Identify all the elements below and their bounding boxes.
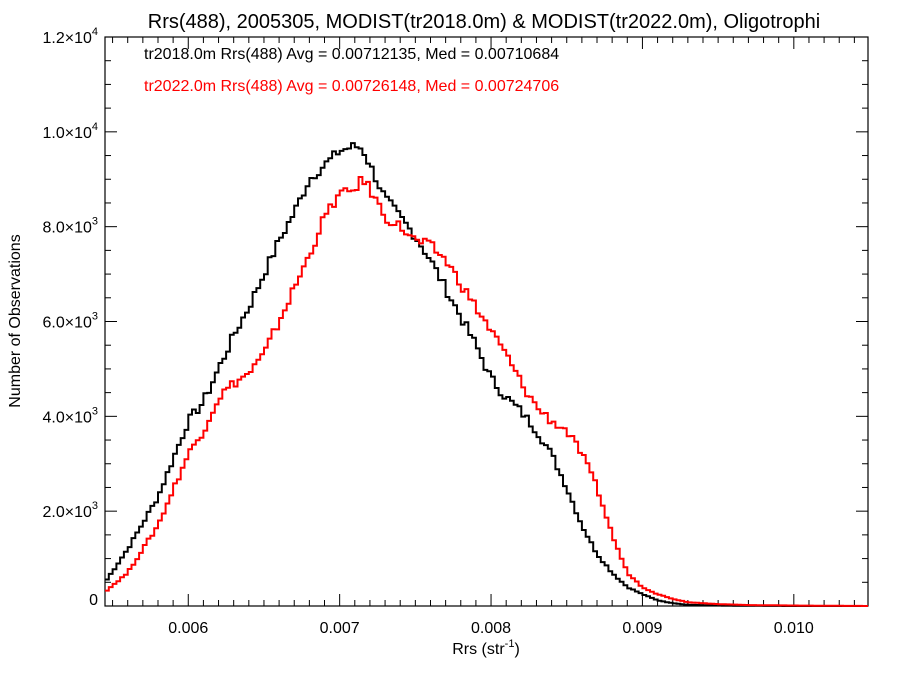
y-tick-label-exponent: 3 — [92, 311, 98, 323]
x-axis-label-suffix: ) — [514, 641, 519, 658]
x-tick-label: 0.009 — [622, 620, 662, 637]
y-tick-label-mantissa: 6.0×10 — [42, 315, 91, 332]
axis-ticks — [105, 36, 868, 607]
y-tick-label-mantissa: 1.0×10 — [42, 125, 91, 142]
y-axis-label: Number of Observations — [7, 234, 24, 407]
y-tick-label: 6.0×103 — [42, 311, 98, 332]
y-tick-label: 8.0×103 — [42, 216, 98, 237]
y-tick-label-mantissa: 1.2×10 — [42, 30, 91, 47]
y-tick-label: 1.2×104 — [42, 26, 98, 47]
y-tick-label-exponent: 4 — [92, 26, 98, 38]
y-tick-label: 4.0×103 — [42, 405, 98, 426]
chart-title: Rrs(488), 2005305, MODIST(tr2018.0m) & M… — [148, 11, 820, 33]
y-tick-label: 0 — [89, 592, 98, 609]
x-axis-label-exponent: -1 — [505, 638, 515, 650]
y-tick-label-exponent: 3 — [92, 500, 98, 512]
y-tick-label-exponent: 4 — [92, 121, 98, 133]
y-tick-label-mantissa: 2.0×10 — [42, 504, 91, 521]
y-tick-label-exponent: 3 — [92, 405, 98, 417]
y-tick-label: 1.0×104 — [42, 121, 98, 142]
x-tick-label: 0.010 — [774, 620, 814, 637]
x-axis-label: Rrs (str-1) — [452, 638, 520, 658]
y-tick-label-mantissa: 0 — [89, 592, 98, 609]
x-tick-labels: 0.006 0.007 0.008 0.009 0.010 — [168, 620, 814, 637]
x-tick-label: 0.007 — [320, 620, 360, 637]
legend-entry-1: tr2018.0m Rrs(488) Avg = 0.00712135, Med… — [144, 46, 559, 63]
series-line-2 — [105, 176, 868, 607]
series-lines — [105, 142, 868, 607]
legend-entry-2: tr2022.0m Rrs(488) Avg = 0.00726148, Med… — [144, 78, 559, 95]
y-tick-label-mantissa: 4.0×10 — [42, 409, 91, 426]
x-axis-label-main: Rrs (str — [452, 641, 505, 658]
y-tick-label: 2.0×103 — [42, 500, 98, 521]
y-tick-label-mantissa: 8.0×10 — [42, 220, 91, 237]
x-tick-label: 0.006 — [168, 620, 208, 637]
y-tick-labels: 02.0×1034.0×1036.0×1038.0×1031.0×1041.2×… — [42, 26, 98, 609]
series-line-1 — [105, 142, 868, 607]
x-tick-label: 0.008 — [471, 620, 511, 637]
y-tick-label-exponent: 3 — [92, 216, 98, 228]
legend: tr2018.0m Rrs(488) Avg = 0.00712135, Med… — [144, 46, 559, 95]
